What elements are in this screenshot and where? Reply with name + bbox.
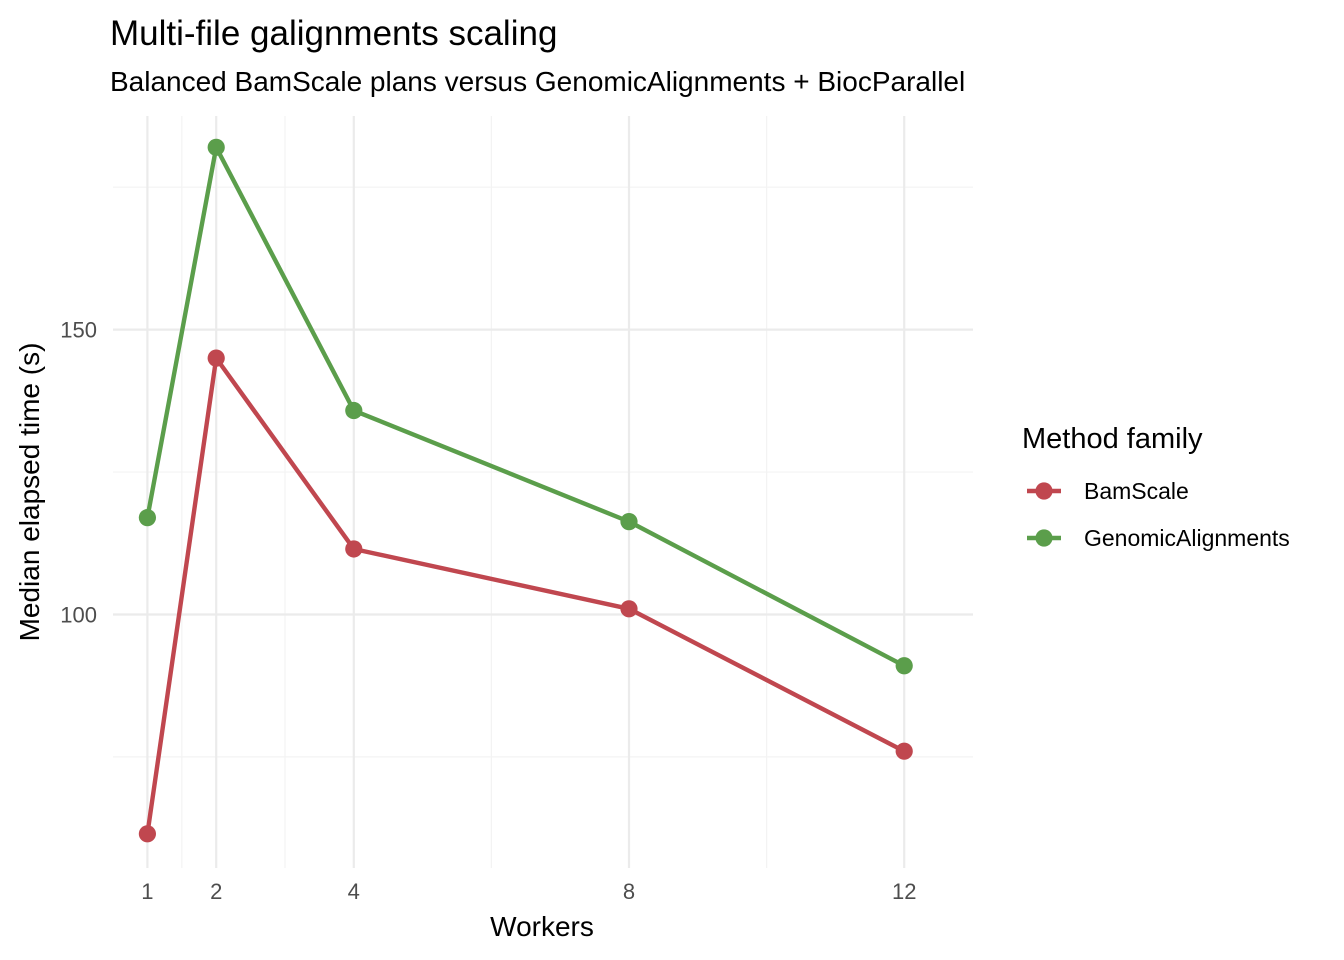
- data-point-genomicalignments: [620, 513, 638, 531]
- x-axis-tick-labels: 1 2 4 8 12: [141, 879, 916, 904]
- x-tick-label: 12: [892, 879, 916, 904]
- data-point-genomicalignments: [207, 138, 225, 156]
- x-tick-label: 4: [348, 879, 360, 904]
- data-point-genomicalignments: [345, 401, 363, 420]
- data-point-bamscale: [207, 349, 225, 367]
- data-point-bamscale: [895, 742, 913, 760]
- x-tick-label: 8: [623, 879, 635, 904]
- chart-title: Multi-file galignments scaling: [110, 14, 557, 53]
- data-point-genomicalignments: [138, 509, 156, 527]
- legend-label: GenomicAlignments: [1084, 525, 1290, 551]
- legend-key-point: [1035, 482, 1053, 500]
- y-axis-tick-labels: 100 150: [60, 318, 97, 628]
- data-point-bamscale: [138, 825, 156, 843]
- legend-key-point: [1035, 529, 1053, 547]
- x-tick-label: 1: [141, 879, 153, 904]
- legend: Method family BamScale GenomicAlignments: [1022, 423, 1290, 551]
- legend-items: BamScale GenomicAlignments: [1027, 478, 1290, 551]
- chart-subtitle: Balanced BamScale plans versus GenomicAl…: [110, 66, 965, 97]
- y-tick-label: 100: [60, 602, 97, 627]
- data-point-bamscale: [345, 540, 363, 558]
- minor-gridlines: [113, 116, 973, 868]
- series-points: [138, 138, 913, 843]
- legend-title: Method family: [1022, 423, 1203, 455]
- y-tick-label: 150: [60, 318, 97, 343]
- data-point-genomicalignments: [895, 657, 913, 675]
- legend-label: BamScale: [1084, 478, 1189, 504]
- series-line-bamscale: [145, 355, 906, 835]
- x-tick-label: 2: [210, 879, 222, 904]
- series-lines: [145, 145, 906, 835]
- data-point-bamscale: [620, 600, 638, 618]
- x-axis-title: Workers: [490, 911, 594, 942]
- y-axis-title: Median elapsed time (s): [14, 343, 45, 642]
- major-gridlines: [113, 116, 973, 868]
